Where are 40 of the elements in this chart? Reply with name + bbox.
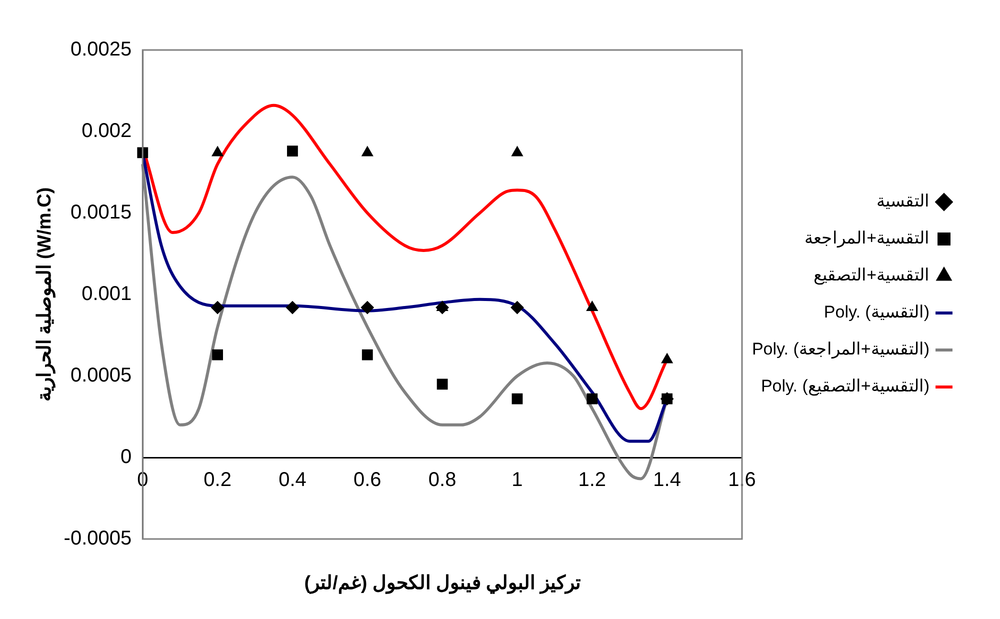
y-axis-title: الموصلية الحرارية (W/m.C) — [34, 187, 56, 402]
x-tick-label: 0.6 — [353, 469, 382, 492]
y-tick-label: 0.0015 — [70, 202, 132, 224]
point — [512, 393, 523, 404]
point — [586, 393, 598, 404]
y-tick-label: 0.001 — [82, 283, 132, 306]
point — [362, 349, 373, 360]
point — [436, 301, 449, 314]
legend-label: Poly. (التقسية+التصقيع) — [760, 376, 930, 397]
point — [286, 301, 299, 314]
x-tick-label: 0.2 — [204, 469, 232, 492]
x-axis-title: تركيز البولي فينول الكحول (غم/لتر) — [304, 573, 580, 596]
y-tick-label: 0.002 — [82, 120, 132, 142]
y-tick-label: 0.0005 — [70, 364, 132, 387]
legend-label: التقسية+التصقيع — [814, 266, 930, 286]
point — [211, 301, 224, 314]
legend-label: التقسية — [876, 192, 930, 211]
point — [586, 301, 598, 312]
legend-label: Poly. (التقسية+المراجعة) — [752, 340, 930, 360]
point — [362, 146, 374, 156]
point — [360, 301, 374, 314]
x-tick-label: 1.4 — [653, 469, 681, 492]
y-tick-label: -0.0005 — [64, 528, 132, 550]
point — [212, 146, 224, 156]
point — [212, 349, 223, 360]
point — [436, 378, 448, 390]
point — [510, 301, 524, 314]
point — [661, 353, 673, 364]
point — [662, 393, 673, 404]
point — [512, 146, 523, 156]
point — [287, 146, 298, 157]
x-tick-label: 0.8 — [428, 469, 456, 492]
x-tick-label: 1 — [512, 469, 523, 492]
x-tick-label: 1.2 — [578, 469, 606, 492]
y-tick-label: 0.0025 — [70, 38, 132, 61]
legend-label: Poly. (التقسية) — [824, 302, 930, 322]
legend-label: التقسية+المراجعة — [804, 228, 930, 249]
y-tick-label: 0 — [120, 446, 132, 468]
x-tick-label: 0.4 — [278, 469, 306, 492]
x-tick-label: 1.6 — [728, 469, 756, 492]
